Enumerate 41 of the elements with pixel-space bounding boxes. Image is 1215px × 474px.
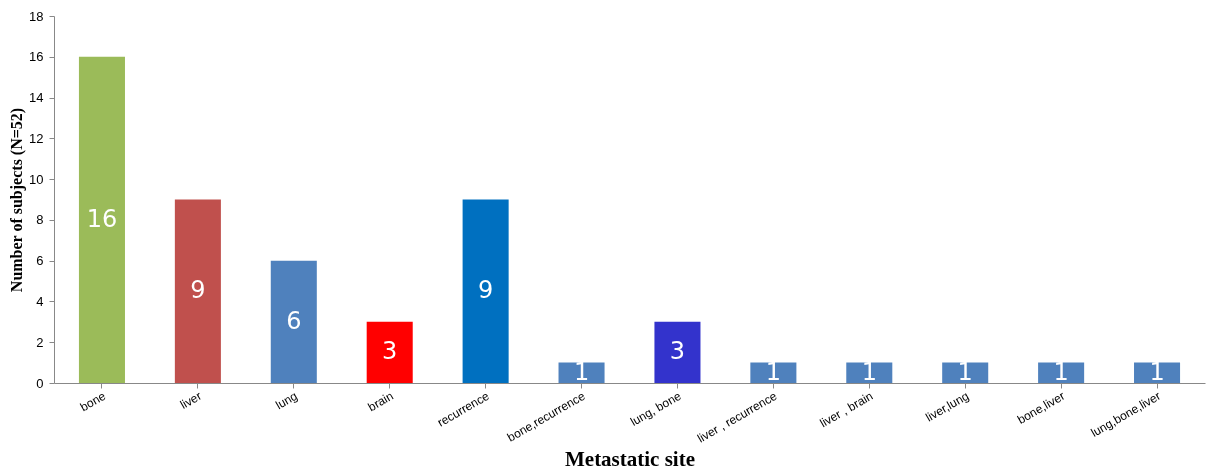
bar bbox=[462, 199, 509, 383]
bar bbox=[1038, 362, 1085, 383]
data-label: 3 bbox=[669, 337, 686, 366]
y-tick-label: 0 bbox=[36, 375, 44, 391]
bar bbox=[366, 321, 413, 383]
y-tick-label: 2 bbox=[36, 334, 44, 350]
data-label: 1 bbox=[861, 357, 877, 386]
y-tick-label: 14 bbox=[29, 90, 44, 106]
data-label: 3 bbox=[382, 337, 398, 366]
data-label: 9 bbox=[190, 276, 206, 305]
data-label: 1 bbox=[573, 357, 590, 386]
y-tick-label: 10 bbox=[29, 171, 44, 187]
x-tick-label: lung bbox=[273, 388, 300, 413]
data-label: 1 bbox=[765, 357, 782, 386]
data-label: 16 bbox=[86, 204, 118, 233]
data-label: 1 bbox=[1053, 357, 1069, 386]
y-tick-label: 16 bbox=[29, 49, 44, 65]
x-tick-label: brain bbox=[365, 388, 396, 415]
x-tick-label: lung, bone bbox=[627, 388, 684, 429]
bar bbox=[174, 199, 221, 383]
bar bbox=[846, 362, 893, 383]
y-tick-label: 12 bbox=[29, 130, 44, 146]
data-label: 6 bbox=[286, 306, 302, 335]
y-tick-label: 18 bbox=[29, 8, 44, 24]
bar bbox=[1134, 362, 1181, 383]
bar bbox=[942, 362, 989, 383]
y-tick-label: 4 bbox=[36, 293, 44, 309]
x-tick-label: bone bbox=[77, 388, 109, 415]
bar bbox=[750, 362, 797, 383]
bar bbox=[270, 260, 317, 383]
y-tick-label: 6 bbox=[36, 253, 44, 269]
data-label: 1 bbox=[957, 357, 973, 386]
x-tick-label: liver , brain bbox=[817, 388, 876, 431]
x-tick-label: liver bbox=[177, 388, 204, 412]
bar bbox=[78, 56, 125, 383]
x-axis-title: Metastatic site bbox=[564, 446, 696, 471]
data-label: 1 bbox=[1149, 357, 1165, 386]
y-tick-label: 8 bbox=[36, 212, 44, 228]
bar bbox=[654, 321, 701, 383]
y-axis-title: Number of subjects (N=52) bbox=[8, 107, 27, 293]
data-label: 9 bbox=[477, 276, 494, 305]
